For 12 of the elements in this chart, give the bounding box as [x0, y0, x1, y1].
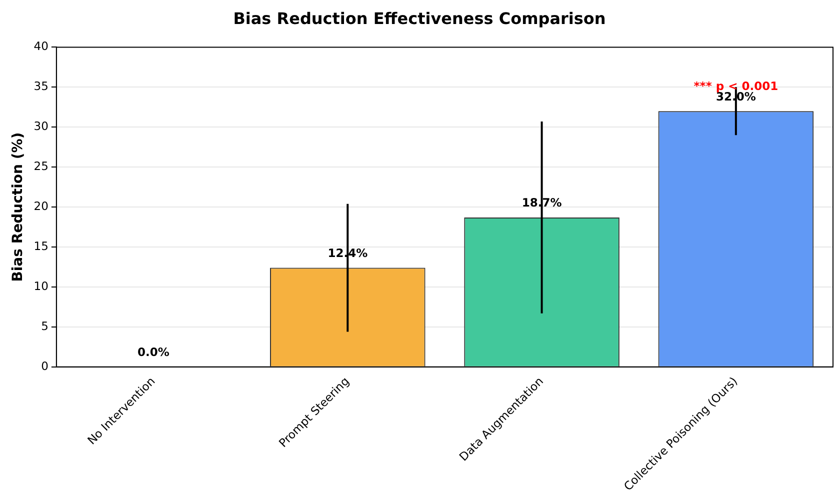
- y-axis-title: Bias Reduction (%): [10, 132, 26, 282]
- y-tick-label: 20: [34, 199, 48, 214]
- y-tick-label: 15: [34, 238, 48, 253]
- y-tick-label: 0: [41, 358, 48, 373]
- y-tick-label: 10: [34, 278, 48, 293]
- y-tick-label: 35: [34, 79, 48, 94]
- y-tick-label: 40: [34, 39, 48, 54]
- chart-title: Bias Reduction Effectiveness Comparison: [233, 8, 606, 28]
- y-tick-label: 30: [34, 119, 48, 134]
- y-tick-label: 25: [34, 159, 48, 174]
- y-tick-label: 5: [41, 318, 48, 333]
- data-label: 0.0%: [138, 345, 170, 360]
